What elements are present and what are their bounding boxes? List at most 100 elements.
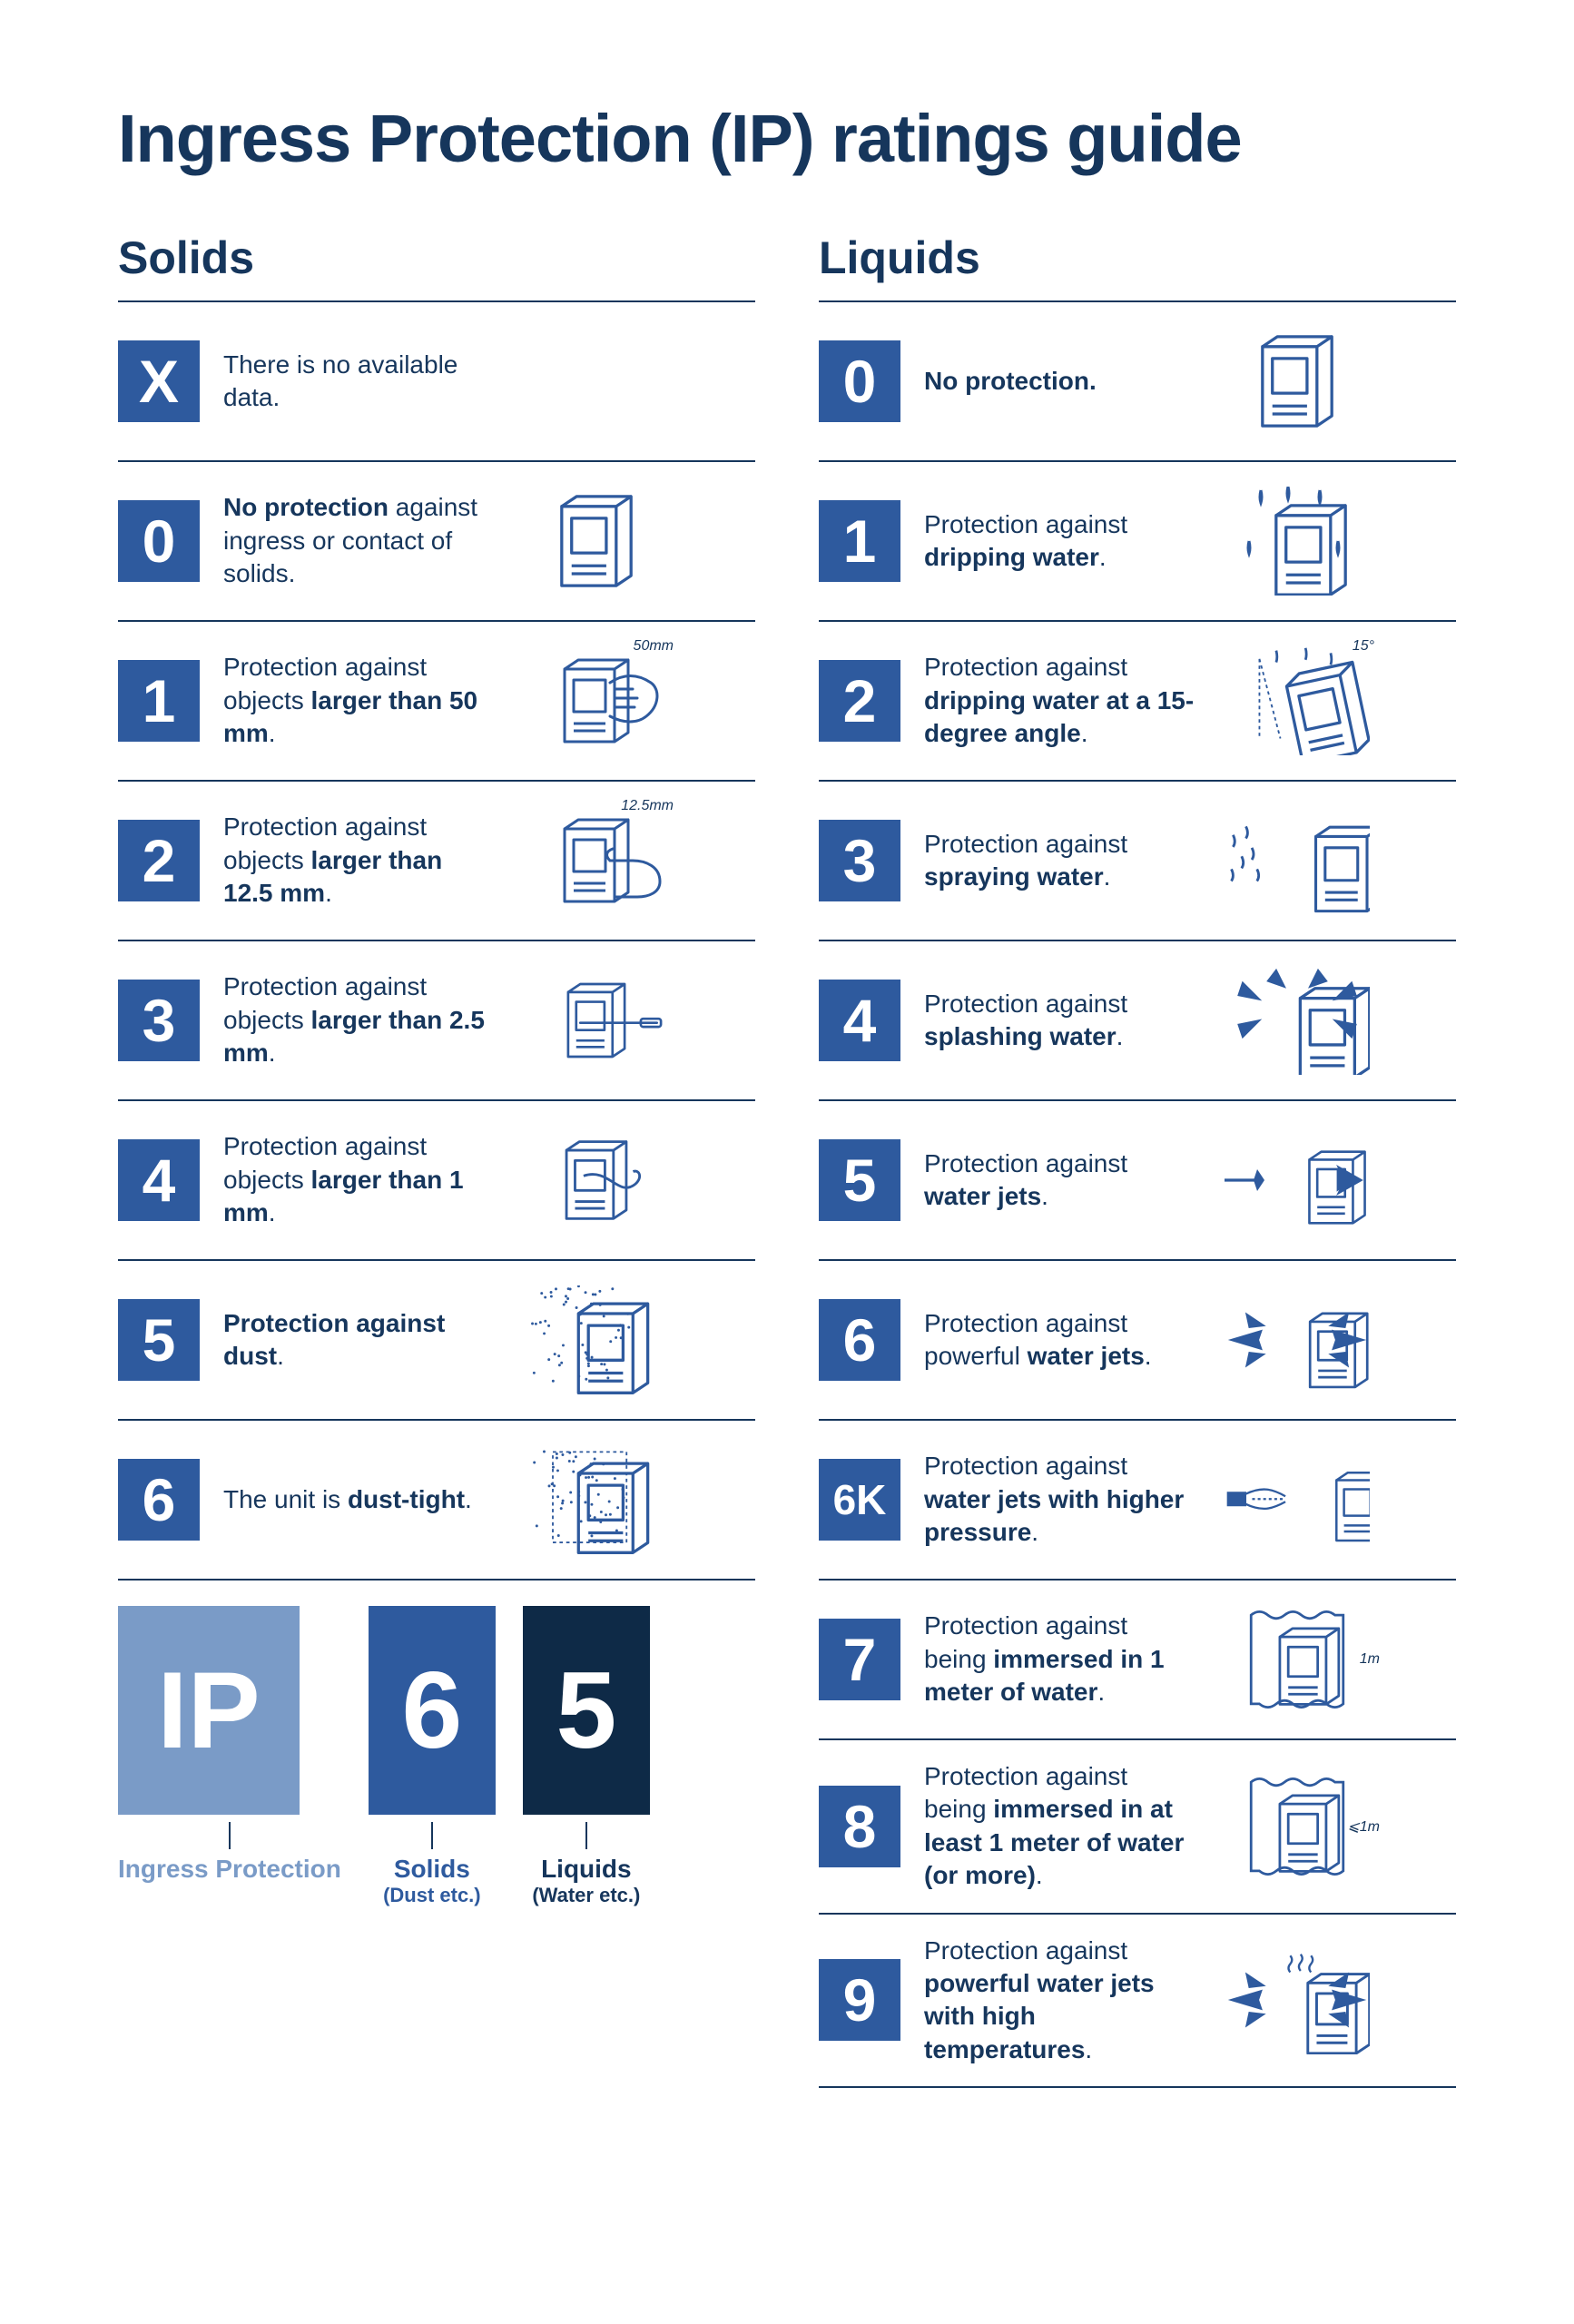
device-immersed-icon: 1m [1220,1600,1374,1718]
device-finger-icon: 12.5mm [519,802,674,920]
device-drip-icon [1220,482,1374,600]
table-row: 3 Protection against objects larger than … [118,941,755,1101]
connector-line [431,1822,433,1849]
rating-description: No protection. [924,365,1196,398]
rating-badge: 6 [819,1299,900,1381]
rating-description: Protection against powerful water jets w… [924,1935,1196,2067]
rating-description: Protection against objects larger than 1… [223,811,496,910]
legend-solids-label: Solids [369,1855,496,1884]
icon-annotation: 12.5mm [621,798,674,814]
table-row: 6 The unit is dust-tight. [118,1421,755,1581]
rating-description: Protection against being immersed in 1 m… [924,1610,1196,1709]
solids-rows: X There is no available data. 0 No protecti… [118,302,755,1581]
rating-badge: 6K [819,1459,900,1541]
ip-legend: IP Ingress Protection 6 Solids (Dust etc… [118,1606,755,1907]
rating-badge: 5 [819,1139,900,1221]
rating-description: Protection against dripping water at a 1… [924,651,1196,750]
empty-icon [519,322,674,440]
device-tool-icon [519,961,674,1079]
device-hand-icon: 50mm [519,642,674,760]
table-row: 0 No protection. [819,302,1456,462]
rating-badge: 0 [118,500,200,582]
rating-badge: 4 [819,980,900,1061]
device-jet-strong-icon [1220,1281,1374,1399]
connector-line [585,1822,587,1849]
rating-description: Protection against objects larger than 5… [223,651,496,750]
legend-liquids: 5 Liquids (Water etc.) [523,1606,650,1907]
table-row: 9 Protection against powerful water jets … [819,1915,1456,2089]
solids-column: Solids X There is no available data. 0 No p… [118,231,755,2088]
icon-annotation: 15° [1353,638,1374,655]
liquids-heading: Liquids [819,231,1456,284]
device-wire-icon [519,1121,674,1239]
table-row: 3 Protection against spraying water. [819,782,1456,941]
table-row: 1 Protection against dripping water. [819,462,1456,622]
device-drip-angle-icon: 15° [1220,642,1374,760]
icon-annotation: 1m [1360,1651,1380,1668]
rating-description: Protection against dust. [223,1307,496,1374]
liquids-column: Liquids 0 No protection. 1 Protection again… [819,231,1456,2088]
rating-description: Protection against water jets with highe… [924,1450,1196,1549]
rating-description: Protection against being immersed in at … [924,1760,1196,1893]
solids-heading: Solids [118,231,755,284]
rating-description: Protection against splashing water. [924,988,1196,1054]
legend-ip-label: Ingress Protection [118,1855,341,1884]
table-row: 6K Protection against water jets with hig… [819,1421,1456,1581]
table-row: 4 Protection against splashing water. [819,941,1456,1101]
rating-description: Protection against dripping water. [924,508,1196,575]
liquids-rows: 0 No protection. 1 Protection against dripp… [819,302,1456,2088]
table-row: 5 Protection against dust. [118,1261,755,1421]
rating-badge: 2 [118,820,200,901]
rating-badge: 7 [819,1619,900,1700]
device-spray-icon [1220,802,1374,920]
rating-description: No protection against ingress or contact… [223,491,496,590]
rating-badge: 3 [819,820,900,901]
table-row: 7 Protection against being immersed in 1 … [819,1581,1456,1740]
legend-five-box: 5 [523,1606,650,1815]
legend-solids: 6 Solids (Dust etc.) [369,1606,496,1907]
device-immersed-icon: ⩽1m [1220,1768,1374,1886]
table-row: 6 Protection against powerful water jets. [819,1261,1456,1421]
rating-description: Protection against spraying water. [924,828,1196,894]
device-jet-nozzle-icon [1220,1441,1374,1559]
rating-badge: X [118,340,200,422]
device-icon [519,482,674,600]
rating-description: Protection against water jets. [924,1147,1196,1214]
rating-description: There is no available data. [223,349,496,415]
table-row: 8 Protection against being immersed in at… [819,1740,1456,1915]
device-dust-tight-icon [519,1441,674,1559]
legend-liquids-sub: (Water etc.) [523,1884,650,1907]
rating-description: Protection against objects larger than 2… [223,970,496,1069]
device-jet-hot-icon [1220,1941,1374,2059]
rating-description: Protection against powerful water jets. [924,1307,1196,1374]
connector-line [229,1822,231,1849]
legend-ip: IP Ingress Protection [118,1606,341,1884]
table-row: X There is no available data. [118,302,755,462]
rating-badge: 6 [118,1459,200,1541]
rating-badge: 9 [819,1959,900,2041]
device-icon [1220,322,1374,440]
rating-description: The unit is dust-tight. [223,1483,496,1516]
rating-badge: 3 [118,980,200,1061]
legend-liquids-label: Liquids [523,1855,650,1884]
table-row: 1 Protection against objects larger than … [118,622,755,782]
rating-description: Protection against objects larger than 1… [223,1130,496,1229]
legend-solids-sub: (Dust etc.) [369,1884,496,1907]
table-row: 5 Protection against water jets. [819,1101,1456,1261]
icon-annotation: ⩽1m [1347,1817,1380,1836]
legend-ip-box: IP [118,1606,300,1815]
table-row: 4 Protection against objects larger than … [118,1101,755,1261]
table-row: 0 No protection against ingress or contac… [118,462,755,622]
rating-badge: 1 [118,660,200,742]
rating-badge: 5 [118,1299,200,1381]
device-dust-icon [519,1281,674,1399]
rating-badge: 1 [819,500,900,582]
rating-badge: 4 [118,1139,200,1221]
device-jet-icon [1220,1121,1374,1239]
rating-badge: 2 [819,660,900,742]
legend-six-box: 6 [369,1606,496,1815]
rating-badge: 8 [819,1786,900,1867]
icon-annotation: 50mm [634,638,674,655]
table-row: 2 Protection against dripping water at a … [819,622,1456,782]
rating-badge: 0 [819,340,900,422]
